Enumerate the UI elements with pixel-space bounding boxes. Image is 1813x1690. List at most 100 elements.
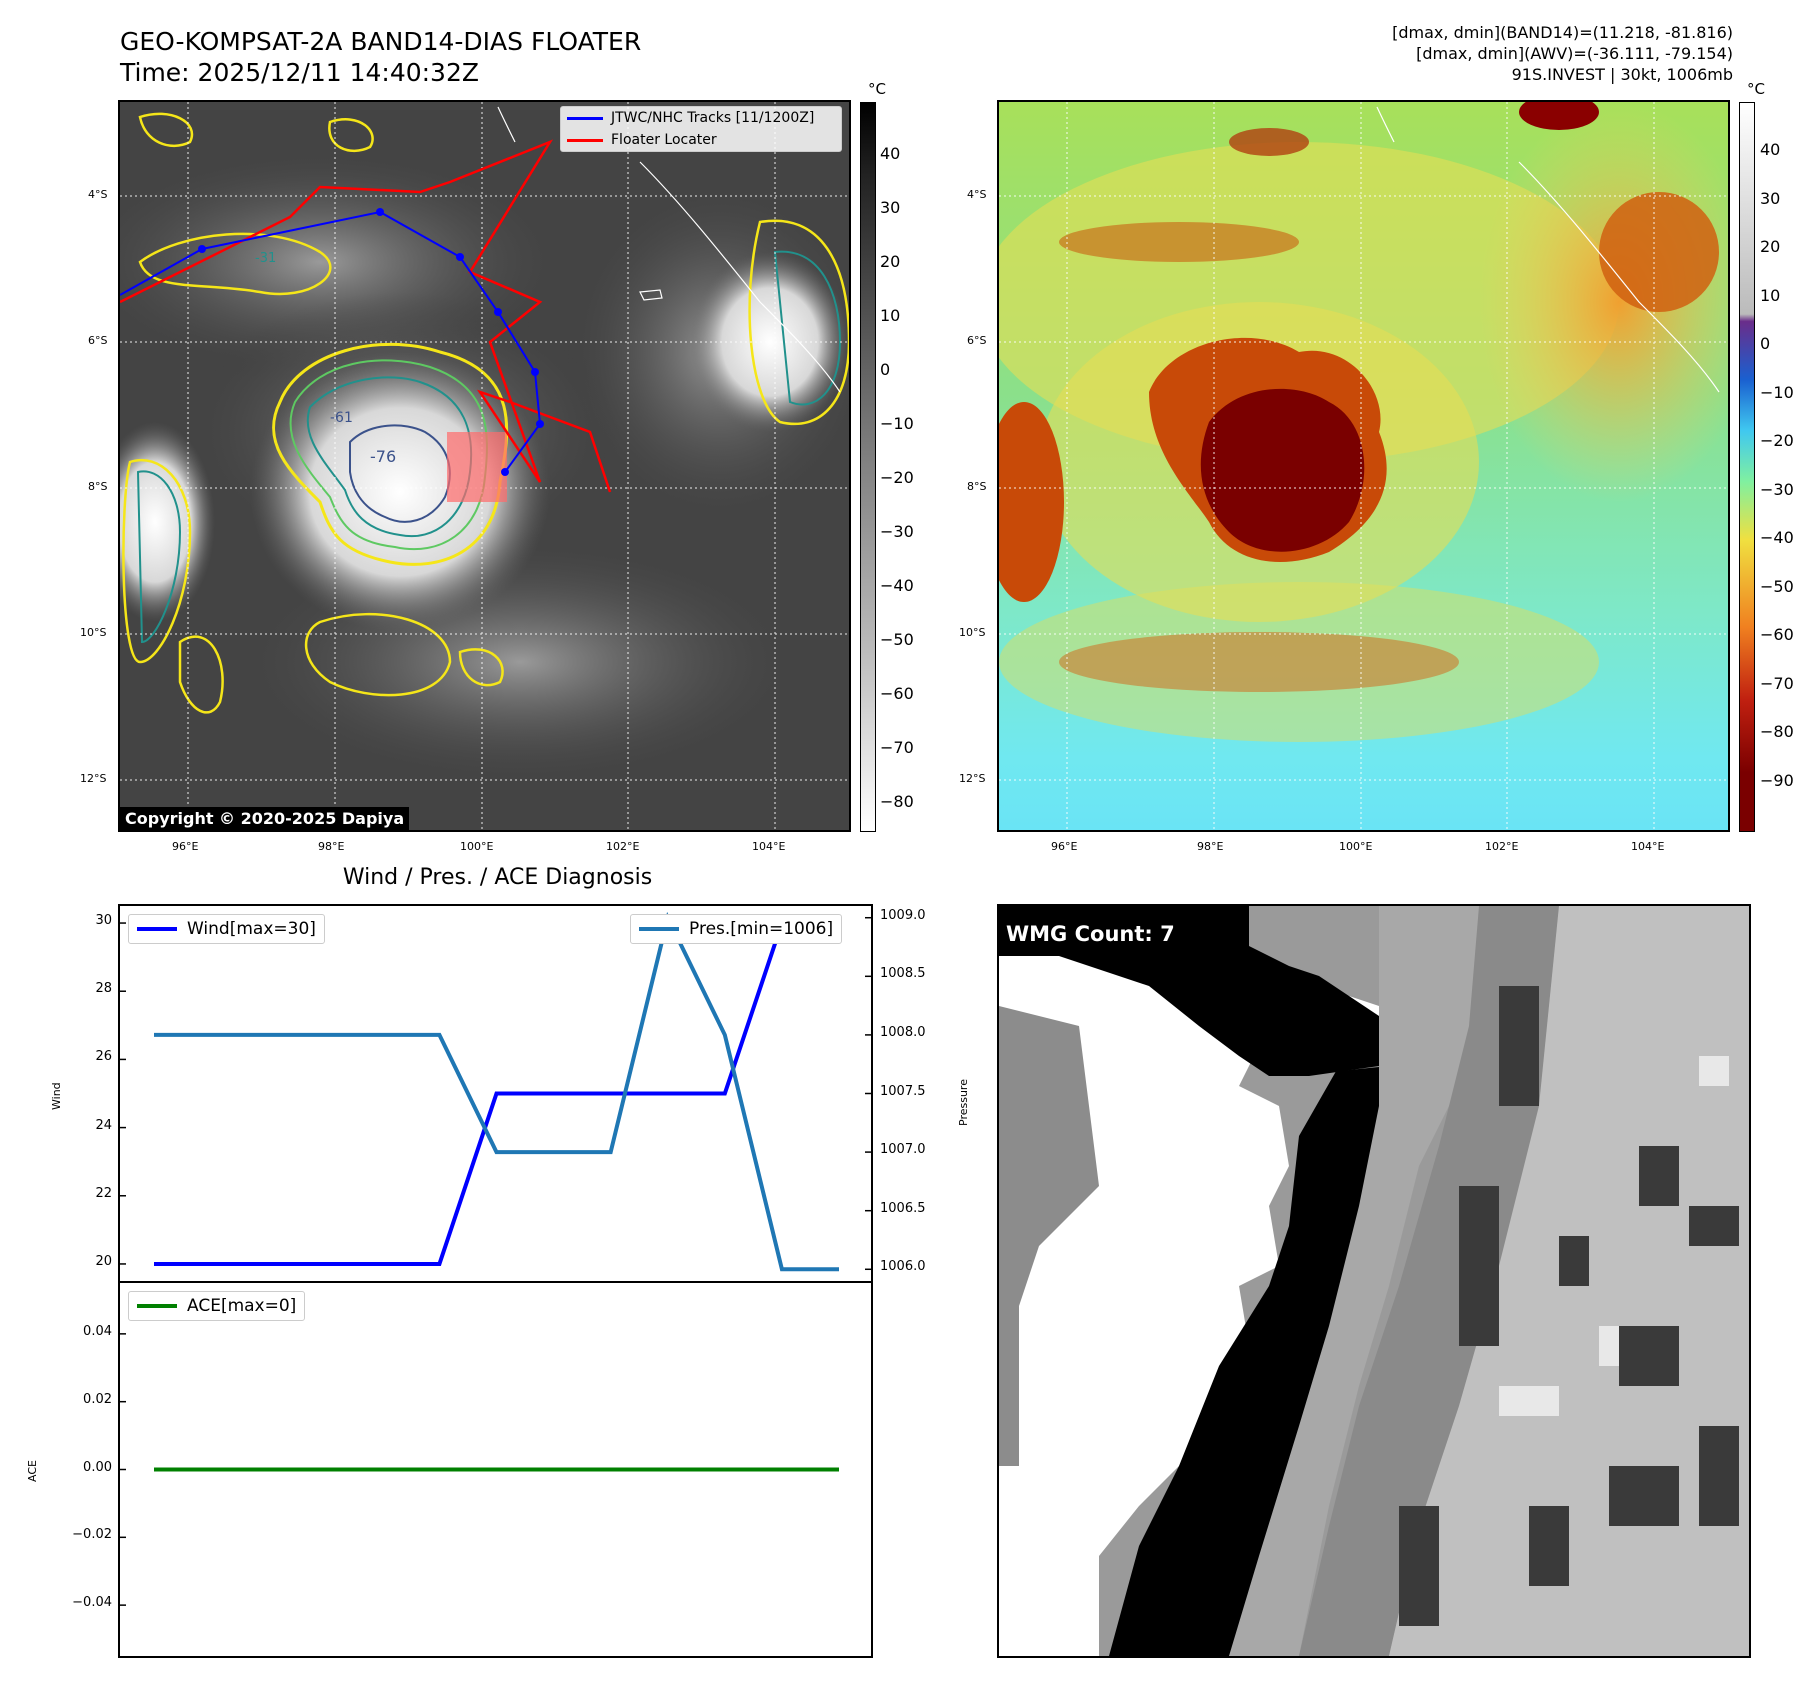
awv-map: [997, 100, 1730, 832]
wind-legend: Wind[max=30]: [128, 914, 325, 944]
colorbar-tick: 10: [1760, 285, 1781, 305]
colorbar-tick: 40: [880, 144, 901, 163]
ace-legend: ACE[max=0]: [128, 1291, 306, 1321]
figure-title: GEO-KOMPSAT-2A BAND14-DIAS FLOATER Time: …: [120, 27, 642, 87]
contour-label: -31: [255, 251, 276, 266]
axis-tick: 1008.5: [880, 966, 926, 982]
band14-colorbar: [860, 102, 876, 832]
ace-legend-label: ACE[max=0]: [187, 1296, 297, 1316]
lon-label: 104°E: [1631, 840, 1665, 853]
lat-label: 12°S: [959, 772, 986, 785]
contour-label: -61: [330, 410, 353, 426]
axis-tick: 1009.0: [880, 907, 926, 923]
awv-colorbar: [1739, 102, 1755, 832]
colorbar-tick: −10: [1760, 382, 1794, 402]
lon-label: 102°E: [606, 840, 640, 853]
colorbar-tick: 20: [880, 252, 901, 271]
wmg-panel: [997, 904, 1751, 1658]
legend-floater-label: Floater Locater: [611, 132, 717, 148]
axis-tick: 1008.0: [880, 1024, 926, 1040]
lat-label: 10°S: [959, 626, 986, 639]
lat-label: 8°S: [88, 480, 108, 493]
pressure-series-line: [154, 911, 839, 1272]
axis-tick: 1007.5: [880, 1083, 926, 1099]
lon-label: 98°E: [318, 840, 345, 853]
awv-map-svg: [999, 102, 1728, 830]
wmg-count: WMG Count: 7: [1006, 922, 1175, 946]
colorbar-tick: 30: [880, 198, 901, 217]
axis-tick: 1006.0: [880, 1259, 926, 1275]
colorbar-tick: −80: [1760, 722, 1794, 741]
lon-label: 96°E: [172, 840, 199, 853]
colorbar-tick: 0: [1760, 334, 1771, 353]
axis-tick: −0.04: [72, 1595, 112, 1611]
legend-track-label: JTWC/NHC Tracks [11/1200Z]: [611, 110, 815, 126]
lon-label: 100°E: [460, 840, 494, 853]
awv-range: [dmax, dmin](AWV)=(-36.111, -79.154): [1416, 44, 1733, 63]
lat-label: 4°S: [88, 188, 108, 201]
axis-tick: 24: [95, 1117, 112, 1133]
contour-label: -76: [370, 447, 396, 466]
axis-tick: 22: [95, 1185, 112, 1201]
wind-series-line: [154, 921, 839, 1266]
colorbar-tick: −70: [880, 738, 914, 757]
colorbar-tick: −20: [880, 468, 914, 487]
wind-pres-panel: [118, 904, 873, 1283]
storm-info: [dmax, dmin](BAND14)=(11.218, -81.816) […: [1392, 22, 1733, 85]
lon-label: 104°E: [752, 840, 786, 853]
colorbar-tick: 40: [1760, 140, 1781, 159]
lat-label: 12°S: [80, 772, 107, 785]
colorbar-tick: −60: [880, 684, 914, 703]
floater-locater-line: [120, 139, 612, 493]
pres-legend-label: Pres.[min=1006]: [689, 919, 834, 939]
pressure-axis-label: Pressure: [957, 1079, 970, 1126]
wind-legend-label: Wind[max=30]: [187, 919, 316, 939]
axis-tick: 0.00: [83, 1459, 112, 1475]
wind-axis-label: Wind: [50, 1082, 63, 1110]
colorbar-tick: −10: [880, 414, 914, 433]
axis-tick: 1006.5: [880, 1200, 926, 1216]
colorbar-tick: 0: [880, 360, 891, 379]
lon-label: 98°E: [1197, 840, 1224, 853]
colorbar-tick: −30: [880, 522, 914, 541]
colorbar-tick: −30: [1760, 479, 1794, 499]
axis-tick: 0.02: [83, 1391, 112, 1407]
pres-legend: Pres.[min=1006]: [630, 914, 843, 944]
band14-range: [dmax, dmin](BAND14)=(11.218, -81.816): [1392, 23, 1733, 42]
colorbar-tick: −80: [880, 792, 914, 811]
colorbar-tick: −20: [1760, 431, 1794, 450]
axis-tick: 30: [95, 913, 112, 929]
axis-tick: 20: [95, 1253, 112, 1269]
colorbar-tick: −40: [1760, 528, 1794, 547]
axis-tick: 28: [95, 981, 112, 997]
axis-tick: 1007.0: [880, 1142, 926, 1158]
diagnosis-title: Wind / Pres. / ACE Diagnosis: [342, 865, 653, 890]
colorbar-tick: −90: [1760, 770, 1794, 790]
band14-map: -61 -76 -31: [118, 100, 851, 832]
colorbar-tick: 30: [1760, 188, 1781, 208]
colorbar-tick: −50: [1760, 576, 1794, 596]
colorbar-tick: 20: [1760, 237, 1781, 256]
colorbar-tick: −60: [1760, 625, 1794, 644]
lat-label: 10°S: [80, 626, 107, 639]
axis-tick: −0.02: [72, 1527, 112, 1543]
lon-label: 100°E: [1339, 840, 1373, 853]
lat-label: 6°S: [88, 334, 108, 347]
floater-box: [447, 432, 507, 502]
ace-plot: [120, 1333, 839, 1606]
axis-tick: 26: [95, 1049, 112, 1065]
cbar1-unit: °C: [868, 80, 886, 98]
band14-map-svg: -61 -76 -31: [120, 102, 849, 830]
ace-panel: [118, 1281, 873, 1658]
lat-label: 8°S: [967, 480, 987, 493]
lon-label: 102°E: [1485, 840, 1519, 853]
axis-tick: 0.04: [83, 1323, 112, 1339]
lat-label: 4°S: [967, 188, 987, 201]
jtwc-track-line: [120, 210, 542, 473]
colorbar-tick: −40: [880, 576, 914, 595]
colorbar-tick: −50: [880, 630, 914, 649]
colorbar-tick: 10: [880, 306, 901, 325]
copyright-badge: Copyright © 2020-2025 Dapiya: [120, 807, 410, 830]
storm-summary: 91S.INVEST | 30kt, 1006mb: [1511, 65, 1733, 84]
ace-axis-label: ACE: [26, 1460, 39, 1482]
